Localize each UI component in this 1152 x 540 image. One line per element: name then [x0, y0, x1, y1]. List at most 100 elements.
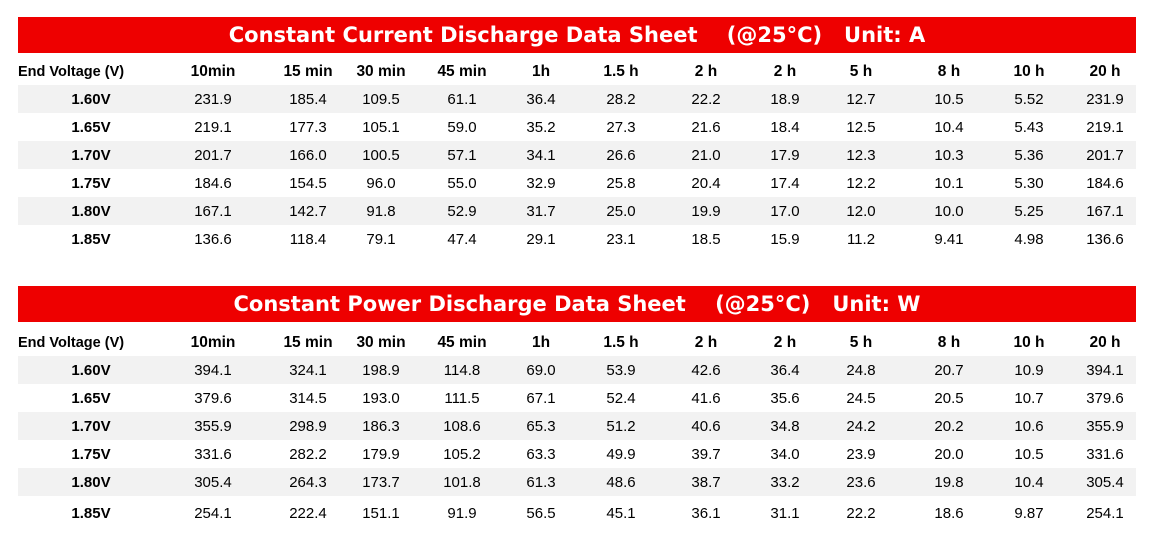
power-sheet-banner: Constant Power Discharge Data Sheet (@25…	[18, 286, 1136, 322]
value-cell: 57.1	[447, 146, 477, 164]
value-cell: 5.36	[1014, 146, 1044, 164]
column-header: 8 h	[937, 334, 961, 351]
value-cell: 22.2	[691, 90, 721, 108]
value-cell: 184.6	[194, 174, 232, 192]
column-header: 8 h	[937, 63, 961, 80]
value-cell: 28.2	[606, 90, 636, 108]
value-cell: 19.8	[934, 473, 964, 491]
value-cell: 17.9	[770, 146, 800, 164]
table-row: 1.80V 305.4 264.3 173.7 101.8 61.3 48.6 38.7 33.…	[18, 468, 1136, 496]
value-cell: 10.4	[1014, 473, 1044, 491]
column-header: 15 min	[283, 334, 333, 351]
current-sheet-banner: Constant Current Discharge Data Sheet (@…	[18, 17, 1136, 53]
column-header: 1.5 h	[603, 334, 639, 351]
value-cell: 17.0	[770, 202, 800, 220]
power-sheet-condition: (@25°C)	[715, 292, 811, 316]
table-row: 1.70V 201.7 166.0 100.5 57.1 34.1 26.6 21.0 17.9…	[18, 141, 1136, 169]
end-voltage-cell: 1.85V	[71, 504, 111, 522]
value-cell: 5.52	[1014, 90, 1044, 108]
value-cell: 23.9	[846, 445, 876, 463]
value-cell: 35.6	[770, 389, 800, 407]
value-cell: 331.6	[194, 445, 232, 463]
value-cell: 91.9	[447, 504, 477, 522]
value-cell: 20.0	[934, 445, 964, 463]
value-cell: 167.1	[1086, 202, 1124, 220]
value-cell: 27.3	[606, 118, 636, 136]
value-cell: 201.7	[1086, 146, 1124, 164]
value-cell: 79.1	[366, 230, 396, 248]
value-cell: 61.1	[447, 90, 477, 108]
value-cell: 18.9	[770, 90, 800, 108]
current-sheet-title: Constant Current Discharge Data Sheet	[228, 23, 698, 47]
value-cell: 65.3	[526, 417, 556, 435]
value-cell: 23.6	[846, 473, 876, 491]
value-cell: 18.4	[770, 118, 800, 136]
value-cell: 231.9	[194, 90, 232, 108]
value-cell: 305.4	[1086, 473, 1124, 491]
value-cell: 48.6	[606, 473, 636, 491]
table-row: 1.60V 394.1 324.1 198.9 114.8 69.0 53.9 42.6 36.…	[18, 356, 1136, 384]
end-voltage-cell: 1.60V	[71, 90, 111, 108]
power-header-row: End Voltage (V) 10min 15 min 30 min 45 min 1h…	[18, 332, 1136, 354]
value-cell: 201.7	[194, 146, 232, 164]
value-cell: 151.1	[362, 504, 400, 522]
table-row: 1.85V 254.1 222.4 151.1 91.9 56.5 45.1 36.1 31.1…	[18, 496, 1136, 530]
end-voltage-header: End Voltage (V)	[18, 335, 125, 351]
value-cell: 198.9	[362, 361, 400, 379]
value-cell: 10.5	[1014, 445, 1044, 463]
value-cell: 10.7	[1014, 389, 1044, 407]
value-cell: 20.7	[934, 361, 964, 379]
value-cell: 21.0	[691, 146, 721, 164]
value-cell: 49.9	[606, 445, 636, 463]
value-cell: 20.5	[934, 389, 964, 407]
value-cell: 31.7	[526, 202, 556, 220]
value-cell: 17.4	[770, 174, 800, 192]
end-voltage-cell: 1.85V	[71, 230, 111, 248]
value-cell: 11.2	[846, 230, 876, 248]
column-header: 10 h	[1013, 334, 1045, 351]
value-cell: 63.3	[526, 445, 556, 463]
value-cell: 36.1	[691, 504, 721, 522]
value-cell: 69.0	[526, 361, 556, 379]
value-cell: 9.41	[934, 230, 964, 248]
value-cell: 10.0	[934, 202, 964, 220]
table-row: 1.85V 136.6 118.4 79.1 47.4 29.1 23.1 18.5 15.9 1…	[18, 225, 1136, 253]
value-cell: 38.7	[691, 473, 721, 491]
value-cell: 36.4	[526, 90, 556, 108]
table-row: 1.70V 355.9 298.9 186.3 108.6 65.3 51.2 40.6 34.…	[18, 412, 1136, 440]
value-cell: 39.7	[691, 445, 721, 463]
value-cell: 324.1	[289, 361, 327, 379]
value-cell: 15.9	[770, 230, 800, 248]
table-row: 1.65V 379.6 314.5 193.0 111.5 67.1 52.4 41.6 35.…	[18, 384, 1136, 412]
table-row: 1.65V 219.1 177.3 105.1 59.0 35.2 27.3 21.6 18.4…	[18, 113, 1136, 141]
value-cell: 355.9	[194, 417, 232, 435]
value-cell: 52.9	[447, 202, 477, 220]
value-cell: 18.5	[691, 230, 721, 248]
value-cell: 379.6	[1086, 389, 1124, 407]
value-cell: 52.4	[606, 389, 636, 407]
table-row: 1.75V 184.6 154.5 96.0 55.0 32.9 25.8 20.4 17.4 1…	[18, 169, 1136, 197]
value-cell: 20.4	[691, 174, 721, 192]
value-cell: 22.2	[846, 504, 876, 522]
value-cell: 5.30	[1014, 174, 1044, 192]
column-header: 2 h	[694, 334, 718, 351]
value-cell: 18.6	[934, 504, 964, 522]
value-cell: 9.87	[1014, 504, 1044, 522]
value-cell: 219.1	[1086, 118, 1124, 136]
end-voltage-cell: 1.80V	[71, 202, 111, 220]
value-cell: 67.1	[526, 389, 556, 407]
value-cell: 167.1	[194, 202, 232, 220]
value-cell: 219.1	[194, 118, 232, 136]
value-cell: 42.6	[691, 361, 721, 379]
column-header: 5 h	[849, 334, 873, 351]
value-cell: 186.3	[362, 417, 400, 435]
column-header: 2 h	[694, 63, 718, 80]
table-row: 1.75V 331.6 282.2 179.9 105.2 63.3 49.9 39.7 34.…	[18, 440, 1136, 468]
value-cell: 105.1	[362, 118, 400, 136]
current-header-row: End Voltage (V) 10min 15 min 30 min 45 min 1h…	[18, 61, 1136, 83]
column-header: 10min	[190, 63, 236, 80]
column-header: 10 h	[1013, 63, 1045, 80]
value-cell: 10.4	[934, 118, 964, 136]
value-cell: 24.5	[846, 389, 876, 407]
column-header: 45 min	[437, 334, 487, 351]
